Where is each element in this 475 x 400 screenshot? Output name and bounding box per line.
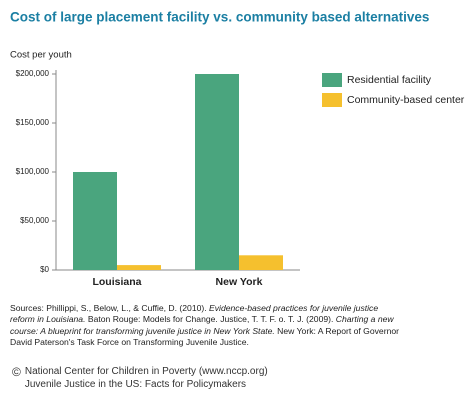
y-tick-label: $150,000 xyxy=(16,118,50,127)
x-tick-label: New York xyxy=(216,276,263,288)
bar xyxy=(73,172,117,270)
source-text: Charting a new course: A blueprint for t… xyxy=(10,314,394,336)
y-tick-label: $50,000 xyxy=(20,216,49,225)
source-text: New York: A Report of Governor David Pat… xyxy=(10,325,399,348)
legend-label: Residential facility xyxy=(347,74,432,86)
source-text: Sources: Phillippi, S., Below, L., & Cuf… xyxy=(10,303,210,313)
source-text: Baton Rouge: Models for Change. Justice,… xyxy=(85,314,336,325)
legend-label: Community-based center xyxy=(347,94,465,106)
copyright: © xyxy=(12,365,21,379)
bar xyxy=(239,255,283,270)
y-tick-label: $100,000 xyxy=(16,167,50,176)
chart: Cost of large placement facility vs. com… xyxy=(10,10,465,288)
source-text: Evidence-based practices for juvenile ju… xyxy=(10,303,379,325)
y-axis-label: Cost per youth xyxy=(10,50,72,61)
y-tick-label: $0 xyxy=(40,265,49,274)
sources: Sources: Phillippi, S., Below, L., & Cuf… xyxy=(10,303,405,349)
y-tick-label: $200,000 xyxy=(16,69,50,78)
bar xyxy=(195,74,239,270)
chart-title: Cost of large placement facility vs. com… xyxy=(10,10,429,25)
x-tick-label: Louisiana xyxy=(92,276,141,288)
legend-swatch xyxy=(322,73,342,87)
footer-line: Juvenile Justice in the US: Facts for Po… xyxy=(24,378,247,390)
footer-line: National Center for Children in Poverty … xyxy=(24,366,268,377)
legend-swatch xyxy=(322,93,342,107)
footer: © National Center for Children in Poverty… xyxy=(12,366,268,391)
bar xyxy=(117,265,161,270)
